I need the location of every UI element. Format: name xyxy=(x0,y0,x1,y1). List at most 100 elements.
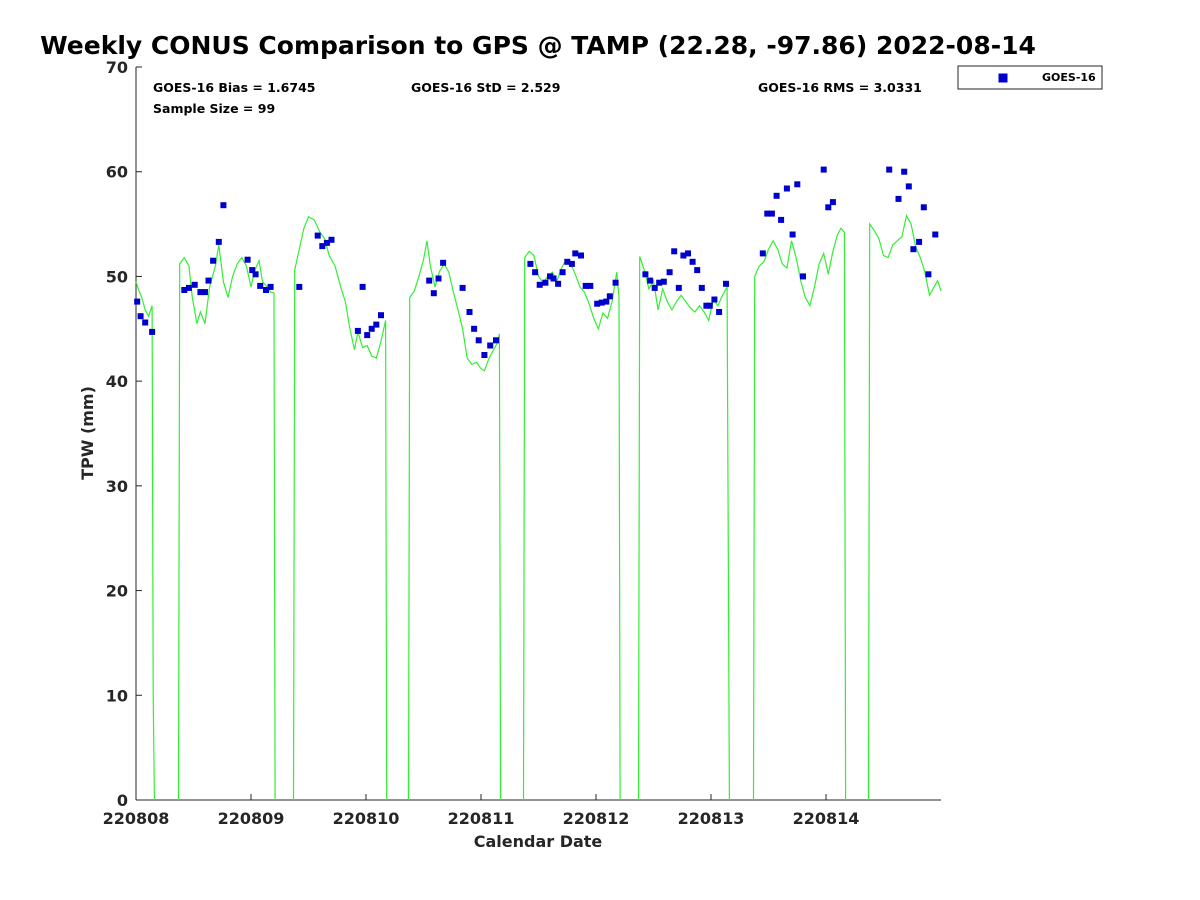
goes-16-point xyxy=(244,256,251,263)
goes-16-point xyxy=(594,300,601,307)
goes-16-point xyxy=(651,284,658,291)
goes-16-point xyxy=(378,312,384,319)
goes-16-point xyxy=(536,281,543,288)
goes-16-point xyxy=(612,279,619,286)
goes-16-point xyxy=(202,289,208,296)
x-ticks: 220808 220809 220810 220811 220812 220813 2208… xyxy=(103,794,859,828)
y-tick-label: 20 xyxy=(106,582,128,601)
gps-line-segment xyxy=(407,240,502,801)
goes-16-point xyxy=(359,283,366,290)
goes-16-point xyxy=(698,284,705,291)
goes-16-point xyxy=(759,250,766,257)
goes-16-point xyxy=(564,258,571,265)
y-tick-label: 50 xyxy=(106,267,128,286)
legend-marker-goes-16 xyxy=(998,73,1008,83)
y-tick-label: 30 xyxy=(106,477,128,496)
goes-16-point xyxy=(550,275,557,282)
goes-16-point xyxy=(598,299,605,306)
goes-16-point xyxy=(675,284,682,291)
goes-16-point xyxy=(210,257,217,264)
gps-series xyxy=(135,214,942,801)
gps-line-segment xyxy=(135,281,155,801)
goes-16-point xyxy=(820,166,827,173)
goes-16-point xyxy=(829,199,836,206)
goes-16-point xyxy=(220,202,227,209)
goes-16-point xyxy=(825,204,832,211)
goes-16-point xyxy=(606,293,613,300)
goes-16-point xyxy=(768,210,775,217)
goes-16-point xyxy=(459,284,466,291)
goes-16-point xyxy=(181,287,188,293)
y-ticks: 0 10 20 30 40 50 60 70 xyxy=(106,58,142,810)
goes-16-point xyxy=(587,282,594,289)
stat-sample-size: Sample Size = 99 xyxy=(153,101,275,116)
goes-16-point xyxy=(487,342,494,349)
goes-16-point xyxy=(666,269,673,276)
gps-line-segment xyxy=(292,215,388,801)
goes-16-point xyxy=(647,277,654,284)
goes-16-point xyxy=(466,309,473,315)
x-tick-label: 220813 xyxy=(678,809,745,828)
y-axis-label: TPW (mm) xyxy=(78,386,97,480)
goes-16-point xyxy=(794,181,801,188)
goes-16-point xyxy=(711,296,718,303)
goes-16-point xyxy=(149,328,156,335)
goes-16-point xyxy=(716,309,723,315)
goes-16-point xyxy=(910,246,917,253)
x-tick-label: 220808 xyxy=(103,809,170,828)
goes-16-point xyxy=(789,231,796,238)
goes-16-point xyxy=(773,192,780,199)
goes-16-point xyxy=(642,271,649,278)
goes-16-point xyxy=(886,166,893,173)
x-tick-label: 220809 xyxy=(218,809,285,828)
goes-16-point xyxy=(493,337,499,344)
goes-16-point xyxy=(373,321,380,328)
gps-line-segment xyxy=(637,256,731,801)
goes-16-point xyxy=(205,277,212,284)
goes-16-point xyxy=(764,210,771,217)
goes-16-point xyxy=(901,168,908,175)
legend-box xyxy=(957,65,1103,90)
goes-16-point xyxy=(134,298,141,305)
legend-label-goes-16: GOES-16 xyxy=(1042,71,1096,84)
goes-16-point xyxy=(703,302,710,309)
goes-16-point xyxy=(694,267,701,274)
goes-16-point xyxy=(191,281,198,288)
goes-16-point xyxy=(905,183,912,190)
x-axis-label: Calendar Date xyxy=(474,832,603,851)
y-tick-label: 0 xyxy=(117,791,128,810)
goes-16-point xyxy=(435,275,442,282)
goes-16-point xyxy=(778,216,785,223)
gps-line-segment xyxy=(752,227,847,801)
goes-16-point xyxy=(568,260,575,267)
goes-16-series xyxy=(134,166,939,358)
y-tick-label: 70 xyxy=(106,58,128,77)
goes-16-point xyxy=(572,250,579,257)
goes-16-point xyxy=(257,282,264,289)
goes-16-point xyxy=(895,195,902,202)
goes-16-point xyxy=(481,352,488,358)
y-tick-label: 10 xyxy=(106,686,128,705)
goes-16-point xyxy=(542,279,549,286)
goes-16-point xyxy=(578,252,584,259)
goes-16-point xyxy=(142,319,149,326)
plot-area xyxy=(136,67,941,800)
goes-16-point xyxy=(364,332,371,339)
goes-16-point xyxy=(314,232,321,239)
goes-16-point xyxy=(723,280,729,287)
goes-16-point xyxy=(932,231,939,238)
goes-16-point xyxy=(263,287,269,293)
goes-16-point xyxy=(555,280,562,287)
x-tick-label: 220810 xyxy=(333,809,400,828)
goes-16-point xyxy=(354,327,361,334)
goes-16-point xyxy=(323,239,330,246)
chart-title: Weekly CONUS Comparison to GPS @ TAMP (2… xyxy=(40,31,1036,60)
goes-16-point xyxy=(680,252,687,259)
goes-16-point xyxy=(267,283,274,290)
goes-16-point xyxy=(197,289,204,296)
goes-16-point xyxy=(137,313,144,320)
goes-16-point xyxy=(185,284,192,291)
gps-line-segment xyxy=(867,214,942,801)
stat-bias: GOES-16 Bias = 1.6745 xyxy=(153,80,315,95)
